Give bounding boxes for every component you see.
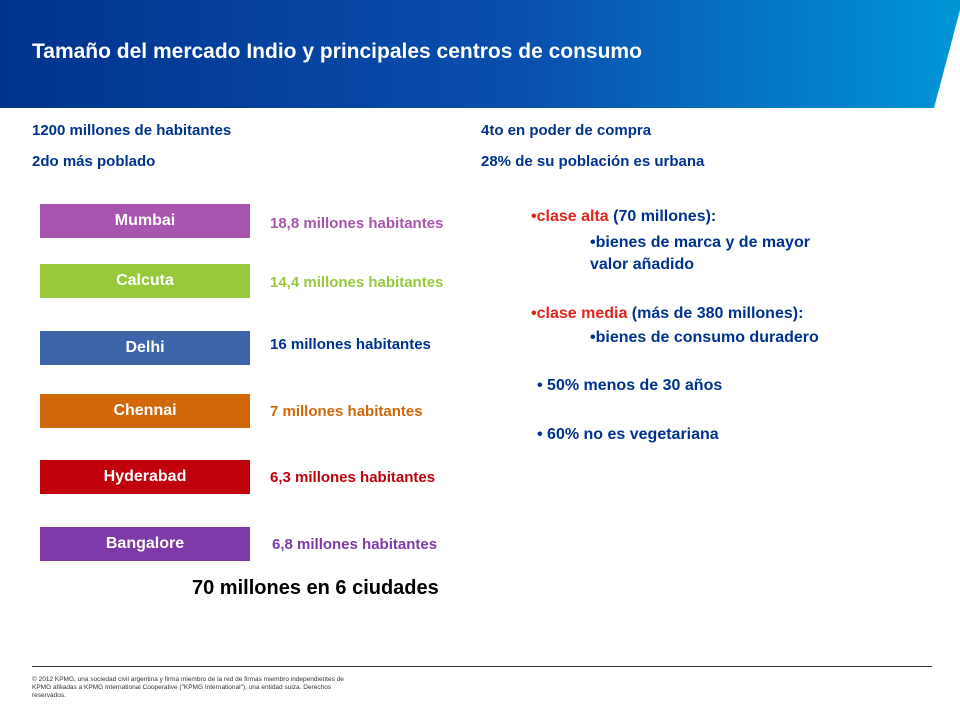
page-title: Tamaño del mercado Indio y principales c… [32, 40, 642, 63]
city-box-hyderabad: Hyderabad [40, 460, 250, 494]
sub-bullet-alta-line1: •bienes de marca y de mayor [590, 232, 810, 254]
population-hyderabad: 6,3 millones habitantes [270, 469, 436, 486]
population-chennai: 7 millones habitantes [270, 403, 423, 420]
clase-media-sub-text: bienes de consumo duradero [595, 329, 819, 346]
clase-alta-sub-text-2: valor añadido [590, 256, 695, 273]
population-bangalore: 6,8 millones habitantes [272, 536, 438, 553]
city-box-calcuta: Calcuta [40, 264, 250, 298]
clase-media-detail: (más de 380 millones): [627, 305, 804, 322]
sub-bullet-media: •bienes de consumo duradero [590, 327, 819, 349]
city-box-delhi: Delhi [40, 331, 250, 365]
clase-alta-detail: (70 millones): [608, 208, 717, 225]
fact-compra: 4to en poder de compra [481, 122, 652, 139]
city-box-chennai: Chennai [40, 394, 250, 428]
fact-urbana: 28% de su población es urbana [481, 153, 705, 170]
bullet-clase-alta: •clase alta (70 millones): [531, 206, 716, 228]
bullet-dot: • [590, 234, 596, 251]
bullet-dot: • [531, 305, 537, 322]
summary-total: 70 millones en 6 ciudades [192, 577, 439, 599]
footer-copyright: © 2012 KPMG, una sociedad civil argentin… [32, 676, 344, 699]
footer-divider [32, 666, 932, 667]
fact-poblado: 2do más poblado [32, 153, 156, 170]
population-mumbai: 18,8 millones habitantes [270, 215, 444, 232]
bullet-no-vegetariana: • 60% no es vegetariana [537, 426, 719, 443]
city-box-mumbai: Mumbai [40, 204, 250, 238]
population-calcuta: 14,4 millones habitantes [270, 274, 444, 291]
population-delhi: 16 millones habitantes [270, 336, 431, 353]
clase-media-label: clase media [536, 305, 628, 322]
header-band [0, 0, 960, 108]
clase-alta-label: clase alta [536, 208, 609, 225]
bullet-menos-30: • 50% menos de 30 años [537, 377, 723, 394]
fact-habitantes: 1200 millones de habitantes [32, 122, 232, 139]
clase-alta-sub-text-1: bienes de marca y de mayor [595, 234, 810, 251]
bullet-dot: • [531, 208, 537, 225]
bullet-clase-media: •clase media (más de 380 millones): [531, 303, 803, 325]
bullet-dot: • [590, 329, 596, 346]
city-box-bangalore: Bangalore [40, 527, 250, 561]
